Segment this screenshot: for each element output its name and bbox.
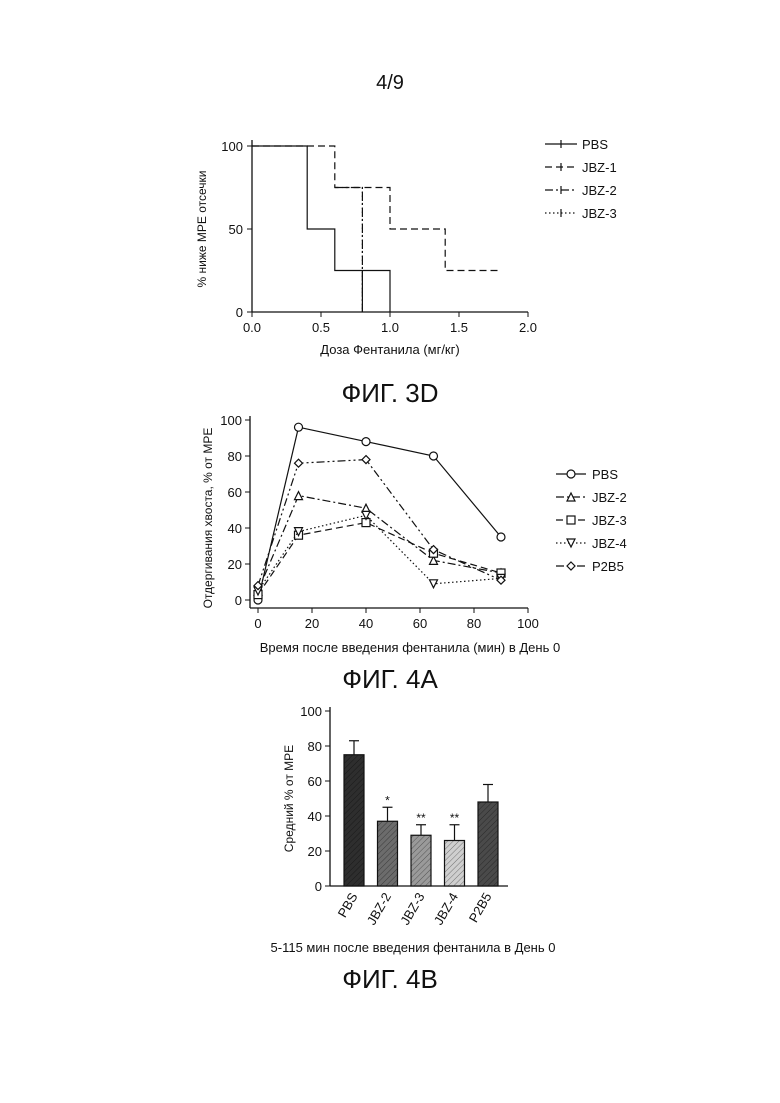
x-tick-label: 0.0 (243, 320, 261, 335)
y-tick-label: 80 (308, 739, 322, 754)
x-tick-label: P2B5 (466, 890, 495, 925)
fig-3d-chart: 0.0 0.5 1.0 1.5 2.0 0 50 100 Доза Фентанила (мг/… (0, 120, 780, 360)
legend-marker (567, 562, 575, 570)
y-tick-label: 40 (228, 521, 242, 536)
fig-4b-caption: ФИГ. 4B (0, 964, 780, 995)
significance-marker: * (385, 793, 390, 807)
legend-label: PBS (582, 137, 608, 152)
y-tick-label: 0 (236, 305, 243, 320)
y-axis-title: Отдергивания хвоста, % от MPE (201, 428, 215, 609)
y-tick-label: 60 (308, 774, 322, 789)
x-tick-label: JBZ-4 (431, 890, 461, 928)
y-axis-title: Средний % от MPE (282, 745, 296, 852)
y-tick-label: 0 (235, 593, 242, 608)
x-tick-label: 0 (254, 616, 261, 631)
data-point-pbs (497, 533, 505, 541)
x-axis-title: 5-115 мин после введения фентанила в Ден… (271, 940, 556, 955)
data-point-p2b5 (295, 459, 303, 467)
y-tick-label: 50 (229, 222, 243, 237)
data-point-pbs (430, 452, 438, 460)
x-axis-title: Время после введения фентанила (мин) в Д… (260, 640, 560, 655)
x-tick-label: JBZ-3 (397, 890, 427, 928)
x-axis-title: Доза Фентанила (мг/кг) (320, 342, 459, 357)
series-line-jbz-2 (258, 496, 501, 591)
y-tick-label: 100 (300, 704, 322, 719)
x-tick-label: PBS (335, 890, 361, 920)
x-tick-label: 2.0 (519, 320, 537, 335)
y-tick-label: 60 (228, 485, 242, 500)
data-point-jbz-2 (295, 492, 303, 500)
bar-jbz-4 (445, 841, 465, 887)
x-tick-label: 1.0 (381, 320, 399, 335)
fig-4b-chart: 0 20 40 60 80 100 Средний % от MPE PBS * JBZ-2 ** J… (0, 700, 780, 960)
series-line-jbz-2 (335, 188, 363, 313)
series-line-pbs (258, 427, 501, 600)
y-tick-label: 20 (228, 557, 242, 572)
series-line-pbs (252, 146, 390, 312)
legend-marker (567, 516, 575, 524)
x-tick-label: 80 (467, 616, 481, 631)
bar-p2b5 (478, 802, 498, 886)
y-tick-label: 80 (228, 449, 242, 464)
y-axis-title: % ниже MPE отсечки (195, 171, 209, 288)
y-tick-label: 20 (308, 844, 322, 859)
fig-4a-chart: 0 20 40 60 80 100 0 20 40 60 80 100 Время после введ… (0, 400, 780, 660)
x-tick-label: 20 (305, 616, 319, 631)
legend-label: PBS (592, 467, 618, 482)
y-tick-label: 100 (221, 139, 243, 154)
legend-label: JBZ-2 (592, 490, 627, 505)
data-point-pbs (295, 423, 303, 431)
legend-label: P2B5 (592, 559, 624, 574)
legend-label: JBZ-1 (582, 160, 617, 175)
y-tick-label: 40 (308, 809, 322, 824)
legend-label: JBZ-3 (582, 206, 617, 221)
x-tick-label: JBZ-2 (364, 890, 394, 928)
page-number: 4/9 (0, 72, 780, 95)
significance-marker: ** (416, 811, 426, 825)
x-tick-label: 100 (517, 616, 539, 631)
bar-jbz-2 (378, 821, 398, 886)
legend-marker (567, 470, 575, 478)
bar-jbz-3 (411, 835, 431, 886)
x-tick-label: 1.5 (450, 320, 468, 335)
legend-label: JBZ-3 (592, 513, 627, 528)
data-point-pbs (362, 438, 370, 446)
bar-pbs (344, 755, 364, 886)
x-tick-label: 40 (359, 616, 373, 631)
series-line-jbz-1 (252, 146, 500, 271)
x-tick-label: 60 (413, 616, 427, 631)
significance-marker: ** (450, 811, 460, 825)
legend-label: JBZ-4 (592, 536, 627, 551)
y-tick-label: 0 (315, 879, 322, 894)
fig-4a-caption: ФИГ. 4A (0, 664, 780, 695)
legend-label: JBZ-2 (582, 183, 617, 198)
series-line-jbz-4 (258, 515, 501, 591)
y-tick-label: 100 (220, 413, 242, 428)
x-tick-label: 0.5 (312, 320, 330, 335)
